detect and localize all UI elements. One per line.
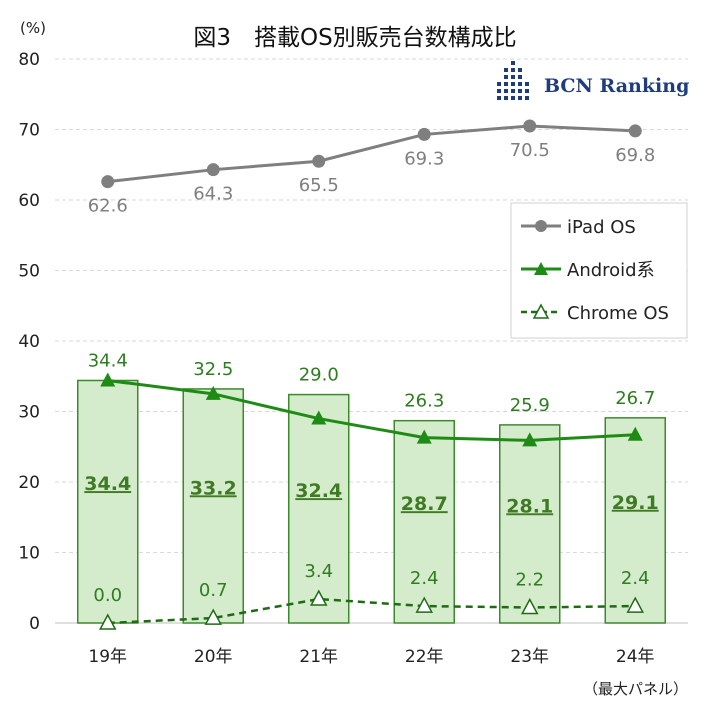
y-tick-label: 0: [29, 614, 40, 634]
data-label: 32.5: [193, 359, 233, 380]
y-tick-label: 70: [18, 121, 40, 141]
y-tick-label: 40: [18, 332, 40, 352]
y-tick-label: 80: [18, 50, 40, 70]
y-tick-label: 10: [18, 544, 40, 564]
data-point: [523, 119, 537, 133]
data-label: 2.4: [410, 568, 439, 589]
bar: [393, 419, 455, 624]
data-point: [98, 613, 117, 630]
data-label: 0.7: [199, 580, 228, 601]
data-label: 3.4: [304, 561, 333, 582]
x-tick-label: 21年: [299, 647, 338, 667]
data-label: 64.3: [193, 184, 233, 205]
data-point: [520, 597, 539, 615]
data-point: [627, 426, 643, 441]
x-axis-ticks: 19年 20年 21年 22年 23年 24年: [88, 647, 654, 667]
data-label: 65.5: [299, 175, 339, 196]
bar-data-label: 34.4: [84, 473, 131, 495]
legend-marker-open-triangle: [532, 303, 550, 319]
data-point: [416, 429, 432, 444]
data-point: [417, 127, 431, 141]
bcn-logo-mark: [497, 61, 529, 100]
data-label: 69.3: [404, 148, 444, 169]
line-series: [98, 119, 645, 630]
data-label: 2.4: [621, 568, 650, 589]
data-label: 2.2: [515, 569, 544, 590]
data-label: 0.0: [93, 585, 122, 606]
legend-item-android: Android系: [521, 260, 655, 281]
bar-data-label: 32.4: [295, 480, 342, 502]
legend: iPad OS Android系 Chrome OS: [510, 202, 688, 339]
bar: [604, 417, 666, 624]
gridlines: [55, 58, 688, 624]
bar-series: [77, 379, 666, 624]
data-point: [100, 372, 116, 387]
bar: [499, 424, 561, 624]
bar-data-label: 33.2: [190, 477, 237, 499]
panel-size-note: （最大パネル）: [583, 680, 688, 698]
data-point: [101, 175, 115, 189]
bar: [77, 379, 139, 624]
y-tick-label: 20: [18, 473, 40, 493]
bcn-logo-text: BCN Ranking: [544, 75, 689, 97]
bar-data-label: 28.7: [401, 493, 448, 515]
y-tick-label: 30: [18, 403, 40, 423]
unit-label: (%): [20, 19, 46, 37]
legend-marker-circle: [535, 220, 547, 232]
x-tick-label: 20年: [194, 647, 233, 667]
legend-label-android: Android系: [567, 260, 655, 281]
data-point: [626, 596, 645, 613]
data-label: 26.7: [615, 388, 655, 409]
data-label: 69.8: [615, 145, 655, 166]
data-point: [309, 589, 328, 606]
data-point: [204, 608, 223, 625]
x-tick-label: 22年: [405, 647, 444, 667]
data-label: 62.6: [88, 196, 128, 217]
legend-label-chrome-os: Chrome OS: [567, 303, 669, 324]
series-line: [107, 378, 636, 442]
y-tick-label: 50: [18, 262, 40, 282]
series-line: [107, 124, 636, 184]
x-tick-label: 24年: [616, 647, 655, 667]
data-point: [628, 124, 642, 138]
legend-marker-triangle: [534, 262, 548, 275]
legend-item-ipad-os: iPad OS: [521, 217, 636, 238]
data-label: 70.5: [510, 140, 550, 161]
data-label: 29.0: [299, 365, 339, 386]
data-label: 34.4: [88, 350, 128, 371]
x-tick-label: 19年: [88, 647, 127, 667]
data-label: 25.9: [510, 395, 550, 416]
bar: [288, 393, 350, 624]
data-point: [206, 163, 220, 177]
data-point: [522, 432, 538, 447]
data-point: [311, 410, 327, 425]
data-point: [415, 596, 434, 613]
bar-data-label: 29.1: [612, 492, 659, 514]
data-point: [205, 385, 221, 400]
data-labels: 34.4 33.2 32.4 28.7 28.1 29.1 62.6 64.3 65.5 69.3…: [84, 140, 658, 606]
y-axis-ticks: 0 10 20 30 40 50 60 70 80: [18, 50, 40, 634]
data-label: 26.3: [404, 391, 444, 412]
legend-label-ipad-os: iPad OS: [567, 217, 636, 238]
series-line: [107, 597, 636, 625]
data-point: [312, 154, 326, 168]
bcn-logo: BCN Ranking: [497, 61, 689, 100]
chart-title: 図3 搭載OS別販売台数構成比: [193, 25, 516, 51]
bar-data-label: 28.1: [506, 495, 553, 517]
x-tick-label: 23年: [510, 647, 549, 667]
y-tick-label: 60: [18, 191, 40, 211]
legend-item-chrome-os: Chrome OS: [521, 303, 669, 324]
